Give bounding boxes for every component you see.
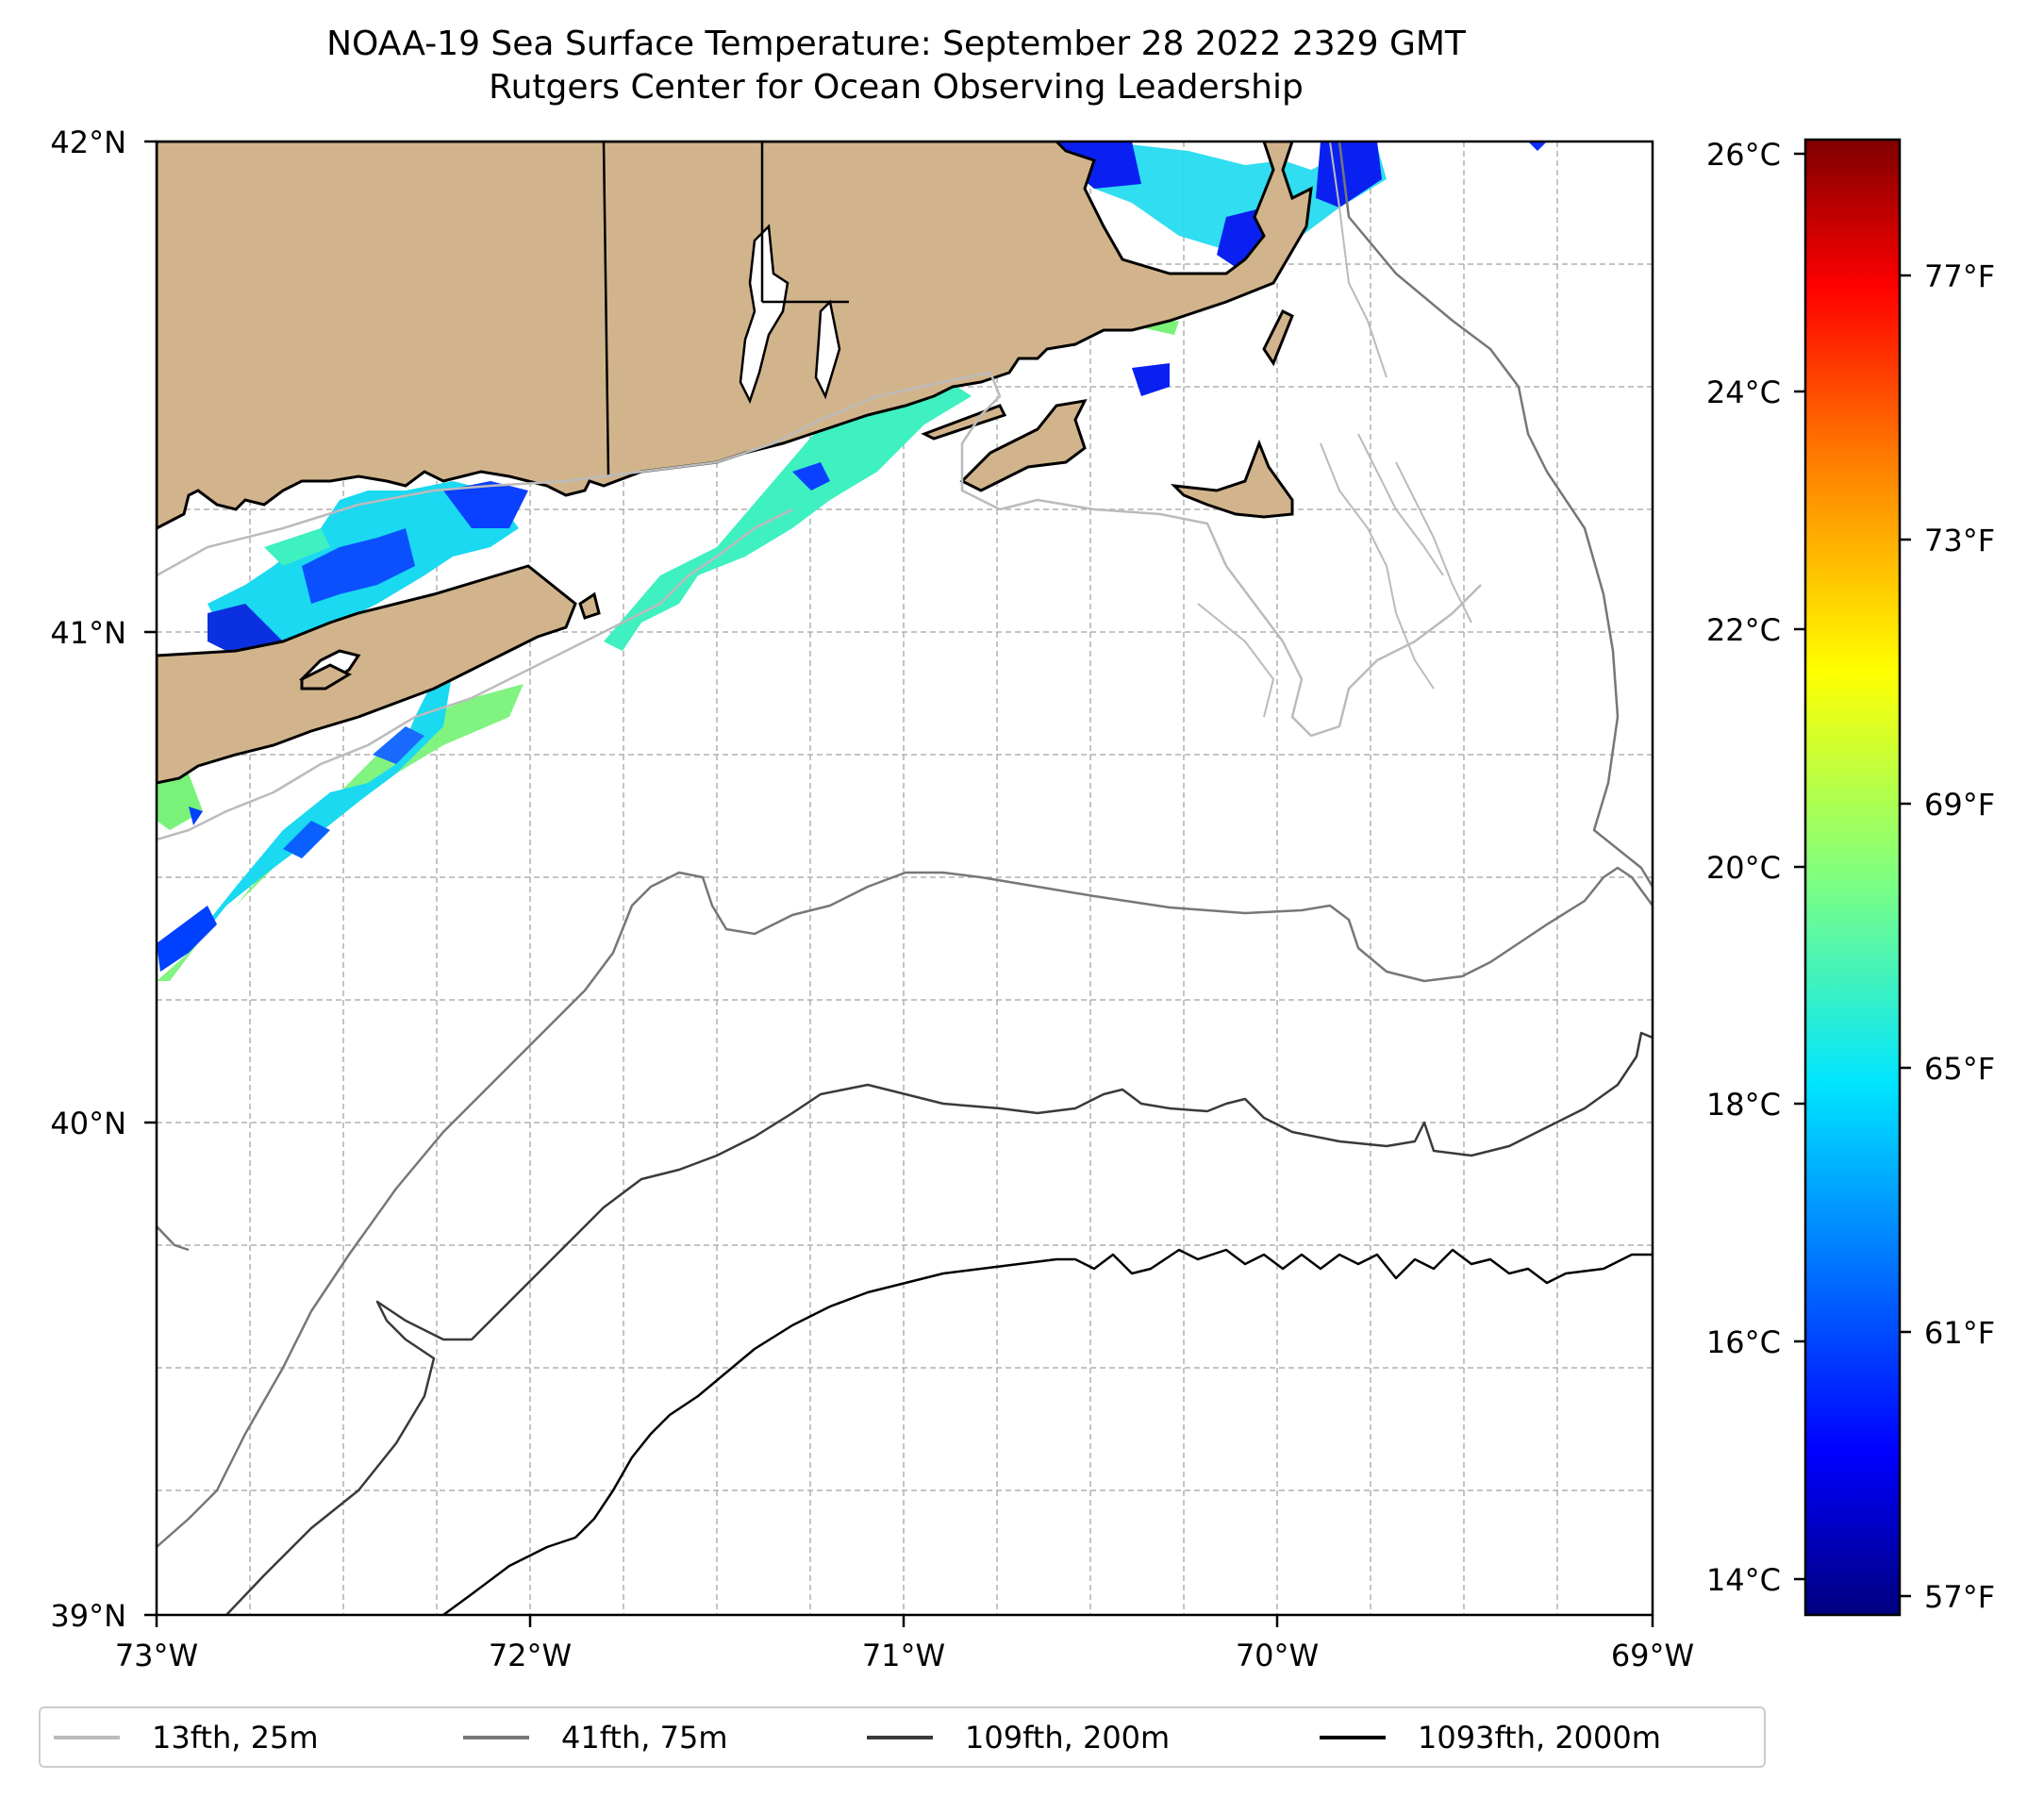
celsius-label: 14°C <box>1706 1562 1781 1598</box>
legend-swatch <box>1320 1735 1386 1739</box>
lon-label: 72°W <box>489 1638 572 1673</box>
latitude-labels: 42°N 41°N 40°N 39°N <box>50 125 126 1634</box>
lat-label: 40°N <box>50 1106 126 1141</box>
fahrenheit-label: 73°F <box>1924 523 1995 558</box>
axis-ticks <box>144 140 1654 1627</box>
celsius-label: 18°C <box>1706 1087 1781 1123</box>
bays <box>739 224 841 405</box>
lon-label: 69°W <box>1611 1638 1694 1673</box>
chart-title: NOAA-19 Sea Surface Temperature: Septemb… <box>326 25 1466 63</box>
legend-label: 41fth, 75m <box>561 1719 728 1755</box>
legend-label: 109fth, 200m <box>965 1719 1171 1755</box>
celsius-label: 16°C <box>1706 1324 1781 1360</box>
contour-200m <box>225 1031 1653 1615</box>
legend-swatch <box>867 1735 933 1739</box>
fahrenheit-labels: 77°F 73°F 69°F 65°F 61°F 57°F <box>1924 258 1995 1615</box>
chart-subtitle: Rutgers Center for Ocean Observing Leade… <box>489 68 1304 107</box>
lat-label: 39°N <box>50 1598 126 1634</box>
contour-75m <box>1338 141 1653 888</box>
bathymetry-contours <box>157 141 1653 1615</box>
legend-swatch <box>54 1735 120 1739</box>
celsius-label: 24°C <box>1706 374 1781 410</box>
celsius-label: 26°C <box>1706 137 1781 173</box>
fahrenheit-label: 69°F <box>1924 787 1995 823</box>
lon-label: 70°W <box>1236 1638 1319 1673</box>
legend-item-200m: 109fth, 200m <box>867 1708 1170 1766</box>
legend-swatch <box>463 1735 529 1739</box>
fahrenheit-label: 77°F <box>1924 258 1995 294</box>
longitude-labels: 73°W 72°W 71°W 70°W 69°W <box>115 1638 1694 1673</box>
lat-label: 42°N <box>50 125 126 160</box>
fahrenheit-label: 57°F <box>1924 1579 1995 1615</box>
lon-label: 71°W <box>862 1638 945 1673</box>
celsius-labels: 26°C 24°C 22°C 20°C 18°C 16°C 14°C <box>1706 137 1781 1598</box>
legend-label: 1093fth, 2000m <box>1418 1719 1661 1755</box>
legend-item-75m: 41fth, 75m <box>463 1708 727 1766</box>
legend-label: 13fth, 25m <box>152 1719 319 1755</box>
land-masses <box>157 141 1313 785</box>
state-borders <box>602 141 849 477</box>
fahrenheit-label: 65°F <box>1924 1051 1995 1087</box>
celsius-label: 20°C <box>1706 850 1781 886</box>
lat-label: 41°N <box>50 615 126 651</box>
colorbar <box>1803 138 1902 1617</box>
contour-2000m <box>442 1248 1653 1615</box>
contour-legend: 13fth, 25m 41fth, 75m 109fth, 200m 1093f… <box>39 1706 1766 1768</box>
fahrenheit-label: 61°F <box>1924 1315 1995 1351</box>
lon-label: 73°W <box>115 1638 198 1673</box>
legend-item-25m: 13fth, 25m <box>54 1708 318 1766</box>
fahrenheit-ticks <box>1900 274 1911 1598</box>
celsius-ticks <box>1794 152 1805 1581</box>
legend-item-2000m: 1093fth, 2000m <box>1320 1708 1661 1766</box>
celsius-label: 22°C <box>1706 612 1781 648</box>
sst-data-layer <box>157 141 1547 981</box>
contour-25m <box>157 371 1482 738</box>
